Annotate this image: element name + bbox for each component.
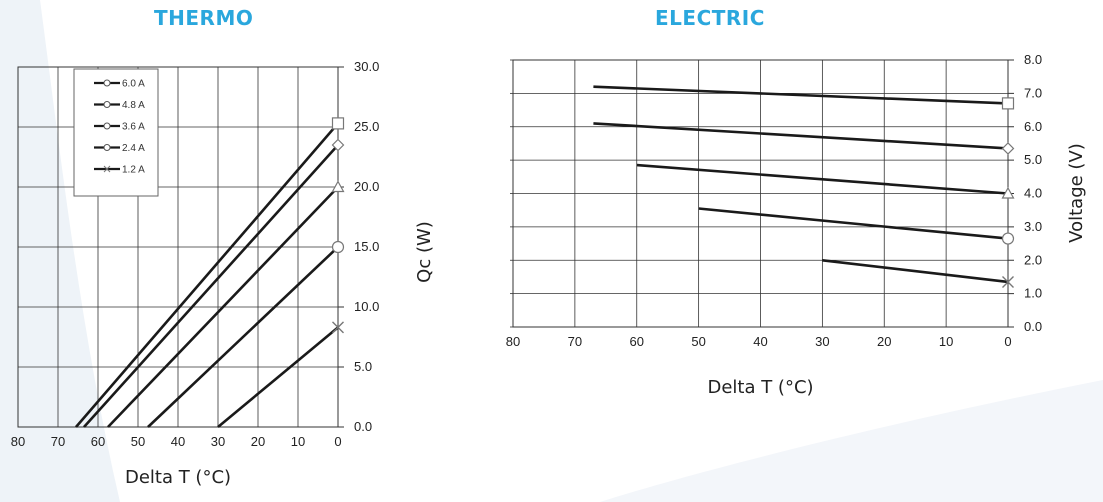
series-line [636,163,1009,195]
series-marker [1001,186,1015,199]
series-marker [1001,142,1015,155]
x-tick-label: 40 [753,334,767,349]
legend-marker [103,79,111,87]
x-tick-label: 70 [568,334,582,349]
series-line [147,246,339,428]
y-tick-label: 15.0 [354,239,379,254]
y-tick-label: 30.0 [354,59,379,74]
legend-marker [103,165,111,173]
y-tick-label: 7.0 [1024,85,1042,100]
series-line [83,144,339,428]
y-tick-label: 20.0 [354,179,379,194]
y-tick-label: 25.0 [354,119,379,134]
series-marker [331,180,345,193]
legend-label: 3.6 A [122,122,145,133]
x-tick-label: 70 [51,434,65,449]
x-axis-label: Delta T (°C) [707,377,813,398]
y-tick-label: 2.0 [1024,252,1042,267]
y-tick-label: 10.0 [354,299,379,314]
y-tick-label: 8.0 [1024,52,1042,67]
y-tick-label: 5.0 [1024,152,1042,167]
x-tick-label: 50 [691,334,705,349]
x-tick-label: 60 [91,434,105,449]
x-tick-label: 80 [506,334,520,349]
y-tick-label: 0.0 [1024,319,1042,334]
x-tick-label: 30 [211,434,225,449]
legend-marker [103,122,111,130]
y-tick-label: 6.0 [1024,119,1042,134]
series-marker [332,321,344,334]
y-tick-label: 5.0 [354,359,372,374]
x-tick-label: 20 [877,334,891,349]
x-tick-label: 60 [630,334,644,349]
x-tick-label: 30 [815,334,829,349]
series-line [822,259,1009,284]
x-tick-label: 10 [291,434,305,449]
series-line [107,186,339,428]
series-line [75,122,339,428]
y-tick-label: 1.0 [1024,286,1042,301]
series-line [217,326,339,429]
legend-marker [103,101,111,108]
series-line [593,85,1009,105]
x-tick-label: 10 [939,334,953,349]
x-tick-label: 0 [334,434,341,449]
series-marker [331,117,345,130]
legend-label: 2.4 A [122,143,145,154]
x-tick-label: 0 [1004,334,1011,349]
series-marker [1001,97,1015,110]
x-tick-label: 80 [11,434,25,449]
y-tick-label: 4.0 [1024,186,1042,201]
y-tick-label: 3.0 [1024,219,1042,234]
legend-label: 6.0 A [122,79,145,90]
x-tick-label: 20 [251,434,265,449]
series-marker [331,138,345,152]
legend-box [73,68,159,197]
series-marker [1002,275,1014,288]
series-marker [331,240,345,254]
legend-label: 4.8 A [122,100,145,111]
y-axis-label: Qc (W) [414,221,435,283]
series-line [698,207,1009,240]
legend-marker [103,144,111,151]
y-axis-label: Voltage (V) [1066,143,1087,243]
x-axis-label: Delta T (°C) [125,467,231,488]
x-tick-label: 40 [171,434,185,449]
chart-title-thermo: THERMO [154,6,254,30]
legend-label: 1.2 A [122,165,145,176]
y-tick-label: 0.0 [354,419,372,434]
series-marker [1001,232,1015,245]
series-line [593,122,1009,150]
x-tick-label: 50 [131,434,145,449]
chart-title-electric: ELECTRIC [655,6,765,30]
